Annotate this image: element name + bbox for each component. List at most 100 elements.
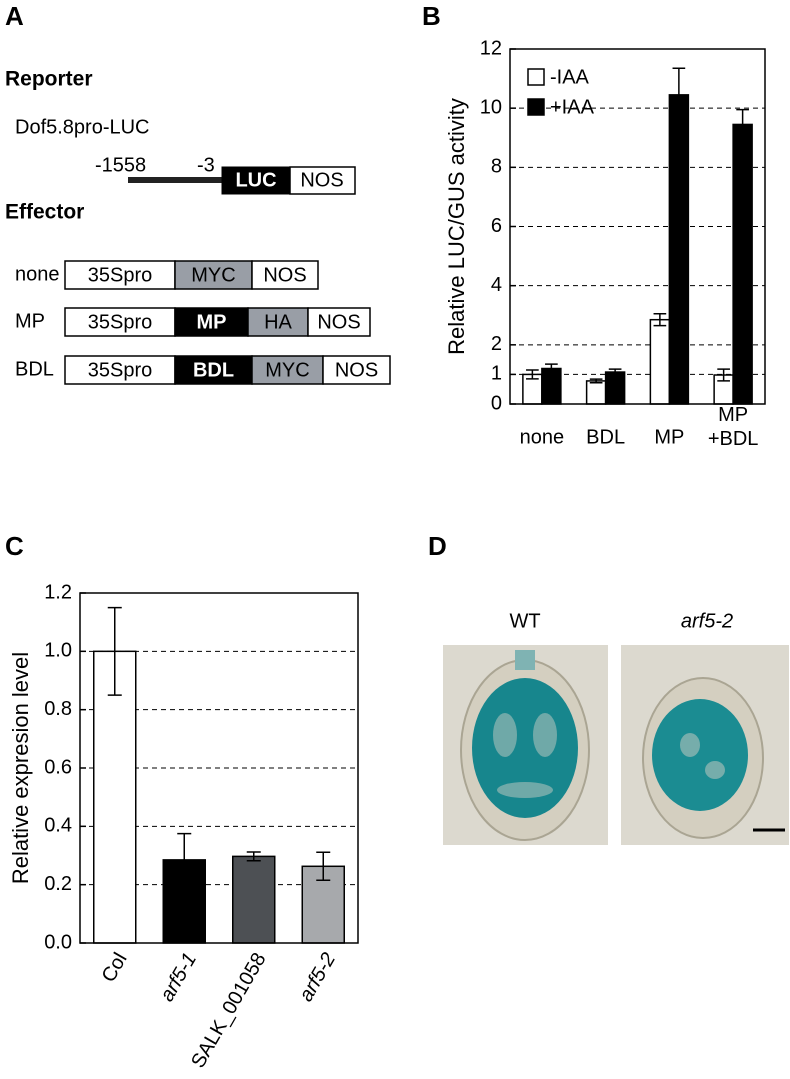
error-bar (177, 832, 192, 887)
bar (649, 318, 671, 405)
y-tick-label: 1.2 (44, 581, 72, 603)
part-label: 35Spro (88, 359, 153, 381)
part-label: NOS (335, 359, 378, 381)
error-bar (736, 108, 749, 140)
y-tick-label: 0 (491, 392, 502, 414)
stain (472, 678, 578, 818)
stain-gap (705, 761, 725, 779)
legend-swatch (527, 98, 545, 116)
part-box (289, 166, 356, 195)
stain-gap (497, 782, 553, 798)
panel-label: C (5, 531, 24, 561)
position-label: -3 (197, 154, 215, 176)
y-tick-label: 8 (491, 156, 502, 178)
x-tick-label: BDL (586, 426, 625, 448)
y-tick-label: 12 (480, 37, 502, 59)
x-tick-label: SALK_001058 (187, 949, 271, 1072)
error-bar (545, 363, 558, 374)
y-tick-label: 2 (491, 333, 502, 355)
part-label: NOS (317, 311, 360, 333)
x-tick-label: MP (654, 426, 684, 448)
part-box (322, 355, 391, 385)
part-box (251, 260, 319, 290)
part-label: HA (264, 311, 292, 333)
part-box (174, 260, 253, 290)
part-box (64, 355, 176, 385)
error-bar (589, 378, 603, 384)
plot-frame (79, 592, 359, 944)
panel-label: D (428, 531, 447, 561)
heading: Effector (5, 201, 84, 224)
error-bar (316, 851, 331, 882)
y-tick-label: 1.0 (44, 640, 72, 662)
construct-name: Dof5.8pro-LUC (15, 116, 150, 138)
part-label: NOS (300, 169, 343, 191)
x-tick-label: MP +BDL (708, 404, 759, 450)
y-axis-label: Relative expresion level (8, 652, 33, 884)
legend-label: -IAA (550, 66, 590, 88)
part-box (221, 166, 291, 195)
error-bar (526, 369, 539, 380)
micrograph (621, 645, 789, 845)
promoter-line (128, 177, 223, 183)
error-bar (653, 313, 667, 327)
y-tick-label: 0.2 (44, 873, 72, 895)
part-box (174, 307, 249, 337)
x-tick-label-line: MP (718, 404, 748, 426)
part-box (64, 260, 176, 290)
micrograph (443, 645, 608, 845)
position-label: -1558 (95, 154, 146, 176)
bar (541, 367, 562, 405)
y-axis-label: Relative LUC/GUS activity (444, 98, 469, 355)
error-bar (608, 368, 622, 376)
part-box (307, 307, 371, 337)
panel-label: A (5, 1, 24, 31)
effector-name: none (15, 263, 60, 285)
image-label: WT (509, 610, 540, 632)
part-box (174, 355, 253, 385)
error-bar (672, 67, 686, 123)
part-label: NOS (263, 264, 306, 286)
stain-gap (533, 713, 557, 757)
error-bar (107, 606, 122, 696)
y-tick-label: 6 (491, 215, 502, 237)
bar (604, 371, 626, 405)
plot-frame (509, 48, 766, 405)
part-box (251, 355, 324, 385)
x-tick-label: none (520, 426, 565, 448)
error-bar (717, 368, 730, 382)
part-label: 35Spro (88, 264, 153, 286)
bar (93, 650, 137, 944)
heading: Reporter (5, 68, 93, 91)
x-tick-label-line: +BDL (708, 428, 759, 450)
y-tick-label: 0.8 (44, 698, 72, 720)
suspensor (515, 650, 535, 670)
y-tick-label: 4 (491, 274, 502, 296)
part-label: MYC (191, 264, 235, 286)
legend-label: +IAA (550, 96, 595, 118)
y-tick-label: 0.6 (44, 756, 72, 778)
part-label: BDL (193, 359, 234, 381)
bar (232, 855, 276, 944)
x-tick-label: Col (98, 949, 132, 986)
part-label: MYC (265, 359, 309, 381)
part-box (247, 307, 309, 337)
stain-gap (680, 733, 700, 757)
bar (585, 380, 607, 405)
part-label: MP (197, 311, 227, 333)
part-box (64, 307, 176, 337)
bar (732, 123, 753, 405)
effector-name: MP (15, 310, 45, 332)
part-label: LUC (235, 169, 276, 191)
x-tick-label: arf5-1 (156, 949, 201, 1005)
stain-gap (493, 713, 517, 757)
panel-label: B (422, 1, 441, 31)
effector-name: BDL (15, 358, 54, 380)
image-label: arf5-2 (681, 610, 733, 632)
y-tick-label: 0.0 (44, 931, 72, 953)
part-label: 35Spro (88, 311, 153, 333)
x-tick-label: arf5-2 (295, 949, 340, 1005)
